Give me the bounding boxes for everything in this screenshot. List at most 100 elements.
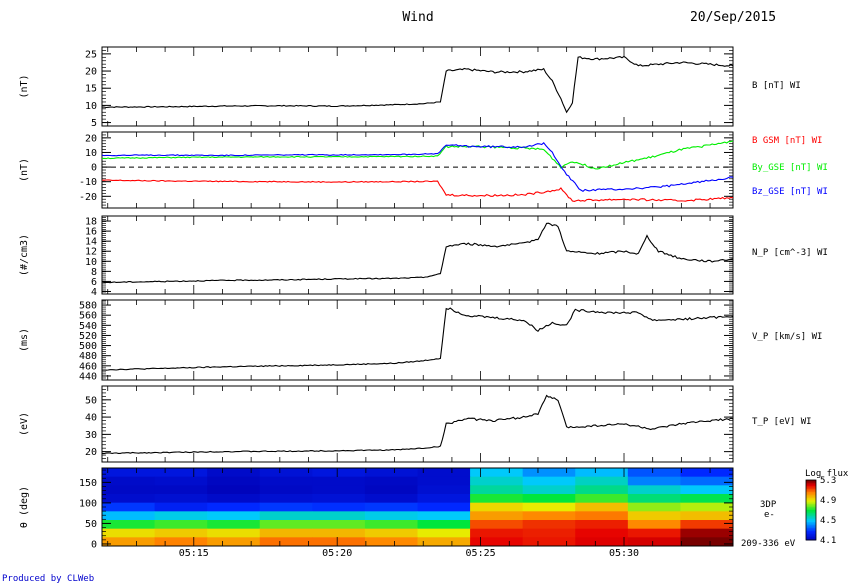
spectrogram-cell — [417, 485, 471, 495]
panel-frame — [101, 131, 734, 209]
species-label: e- — [764, 510, 775, 520]
colorbar-swatch — [806, 523, 816, 526]
spectrogram-cell — [312, 528, 366, 538]
y-tick-label: 15 — [85, 84, 97, 95]
spectrogram-cell — [102, 502, 156, 512]
x-tick-label: 05:30 — [609, 548, 639, 559]
spectrogram-cell — [522, 537, 576, 547]
y-axis-title: (ms) — [19, 328, 30, 352]
colorbar-swatch — [806, 501, 816, 503]
x-tick-label: 05:25 — [466, 548, 496, 559]
spectrogram-cell — [259, 502, 313, 512]
colorbar-tick-label: 4.9 — [820, 496, 836, 506]
spectrogram-cell — [627, 476, 681, 486]
spectrogram-cell — [207, 511, 261, 521]
spectrogram-cell — [680, 476, 734, 486]
spectrogram-cell — [312, 502, 366, 512]
colorbar-swatch — [806, 529, 816, 532]
spectrogram-cell — [470, 485, 524, 495]
spectrogram-cell — [627, 468, 681, 478]
spectrogram-cell — [522, 511, 576, 521]
spectrogram-cell — [575, 537, 629, 547]
colorbar-swatch — [806, 480, 816, 482]
series-line — [101, 140, 734, 170]
spectrogram-cell — [259, 494, 313, 504]
colorbar-swatch — [806, 504, 816, 506]
y-tick-label: 100 — [79, 498, 97, 509]
y-tick-label: 18 — [85, 217, 97, 228]
spectrogram-cell — [207, 485, 261, 495]
spectrogram-cell — [312, 494, 366, 504]
spectrogram-cell — [417, 476, 471, 486]
panel-frame — [101, 299, 734, 381]
spectrogram-cell — [522, 485, 576, 495]
spectrogram-cell — [680, 494, 734, 504]
panel-stack: 5 10 15 20 25 (nT) B [nT] WI -20 -10 0 10 20 (nT) B G… — [19, 46, 828, 463]
spectrogram-cell — [102, 485, 156, 495]
series-label: V_P [km/s] WI — [752, 332, 822, 342]
colorbar-swatch — [806, 483, 816, 485]
spectrogram-cell — [259, 520, 313, 530]
y-tick-label: 10 — [85, 101, 97, 112]
x-axis-labels: 05:15 05:20 05:25 05:30 — [179, 548, 639, 559]
spectrogram-cell — [102, 468, 156, 478]
spectrogram-cell — [102, 494, 156, 504]
instrument-label: 3DP — [760, 500, 777, 510]
spectrogram-cell — [312, 520, 366, 530]
spectrogram-cell — [680, 528, 734, 538]
colorbar-swatch — [806, 484, 816, 487]
spectrogram-cell — [522, 468, 576, 478]
spectrogram-cell — [312, 476, 366, 486]
y-tick-label: 150 — [79, 478, 97, 489]
colorbar-swatch — [806, 538, 816, 541]
spectrogram-cell — [207, 502, 261, 512]
spectrogram-cell — [364, 476, 418, 486]
spectrogram-cell — [417, 494, 471, 504]
y-axis-title: (nT) — [19, 74, 30, 98]
colorbar-swatch — [806, 502, 816, 505]
spectrogram-cell — [417, 468, 471, 478]
spectrogram-cell — [154, 468, 208, 478]
colorbar-swatch — [806, 496, 816, 499]
colorbar-swatch — [806, 525, 816, 527]
spectrogram-cell — [259, 528, 313, 538]
colorbar-swatch — [806, 505, 816, 508]
spectrogram-panel: 0 50 100 150 θ (deg) — [19, 467, 734, 550]
colorbar-swatch — [806, 499, 816, 502]
y-tick-label: 14 — [85, 237, 97, 248]
spectrogram-cell — [575, 476, 629, 486]
spectrogram-cell — [102, 476, 156, 486]
spectrogram-cell — [522, 502, 576, 512]
colorbar-swatch — [806, 534, 816, 536]
spectrogram-cell — [470, 502, 524, 512]
spectrogram-cell — [207, 537, 261, 547]
y-tick-label: 560 — [79, 311, 97, 322]
colorbar-swatch — [806, 508, 816, 511]
colorbar-swatch — [806, 495, 816, 497]
spectrogram-cell — [259, 468, 313, 478]
y-tick-label: 50 — [85, 395, 97, 406]
series-label: B [nT] WI — [752, 81, 801, 91]
y-axis-title: (#/cm3) — [19, 234, 30, 276]
y-tick-label: 440 — [79, 371, 97, 382]
series-line — [101, 55, 734, 114]
y-tick-label: 20 — [85, 67, 97, 78]
y-tick-label: 20 — [85, 447, 97, 458]
colorbar-swatch — [806, 481, 816, 484]
y-tick-label: 5 — [91, 118, 97, 129]
colorbar-swatch — [806, 493, 816, 496]
y-tick-label: -20 — [79, 192, 97, 203]
spectrogram-cell — [312, 537, 366, 547]
spectrogram-cell — [575, 511, 629, 521]
spectrogram-cell — [154, 528, 208, 538]
spectrogram-cell — [575, 520, 629, 530]
colorbar-frame — [805, 479, 817, 541]
y-axis-title: θ (deg) — [19, 486, 30, 528]
spectrogram-cell — [102, 537, 156, 547]
panel-btot: 5 10 15 20 25 (nT) B [nT] WI — [19, 46, 801, 129]
colorbar-swatch — [806, 520, 816, 523]
spectrogram-cell — [102, 511, 156, 521]
spectrogram-cell — [154, 502, 208, 512]
y-axis-title: (eV) — [19, 412, 30, 436]
